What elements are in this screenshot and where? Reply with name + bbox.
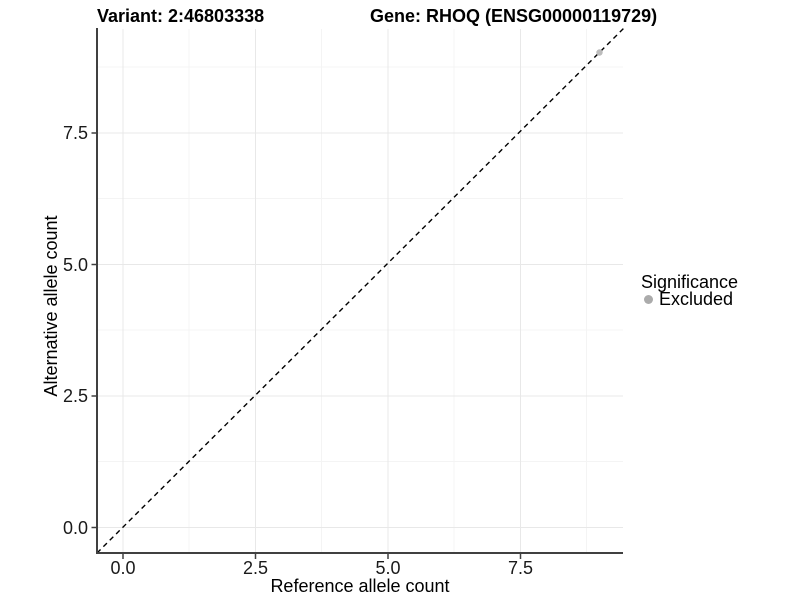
axis-lines: [96, 28, 623, 554]
y-axis-title: Alternative allele count: [41, 215, 61, 397]
minor-gridlines: [97, 29, 623, 553]
gene-title: Gene: RHOQ (ENSG00000119729): [370, 6, 658, 26]
data-point-excluded: [596, 49, 603, 56]
y-tick-label-0-0: 0.0: [62, 517, 88, 538]
x-tick-label-5-0: 5.0: [375, 558, 401, 578]
x-tick-label-0-0: 0.0: [110, 558, 136, 578]
identity-line: [96, 27, 625, 554]
x-tick-label-2-5: 2.5: [242, 558, 269, 578]
y-tick-label-5-0: 5.0: [62, 254, 88, 275]
major-gridlines: [97, 29, 623, 553]
legend-key-excluded-icon: [644, 295, 653, 304]
y-tick-label-2-5: 2.5: [62, 386, 88, 406]
axis-tick-marks: [91, 132, 522, 559]
legend-title: Significance: [641, 272, 739, 292]
x-tick-label-7-5: 7.5: [507, 558, 534, 578]
legend-label-excluded: Excluded: [659, 289, 734, 309]
y-tick-label-7-5: 7.5: [62, 123, 88, 143]
variant-title: Variant: 2:46803338: [97, 6, 265, 26]
x-axis-title: Reference allele count: [270, 576, 450, 596]
